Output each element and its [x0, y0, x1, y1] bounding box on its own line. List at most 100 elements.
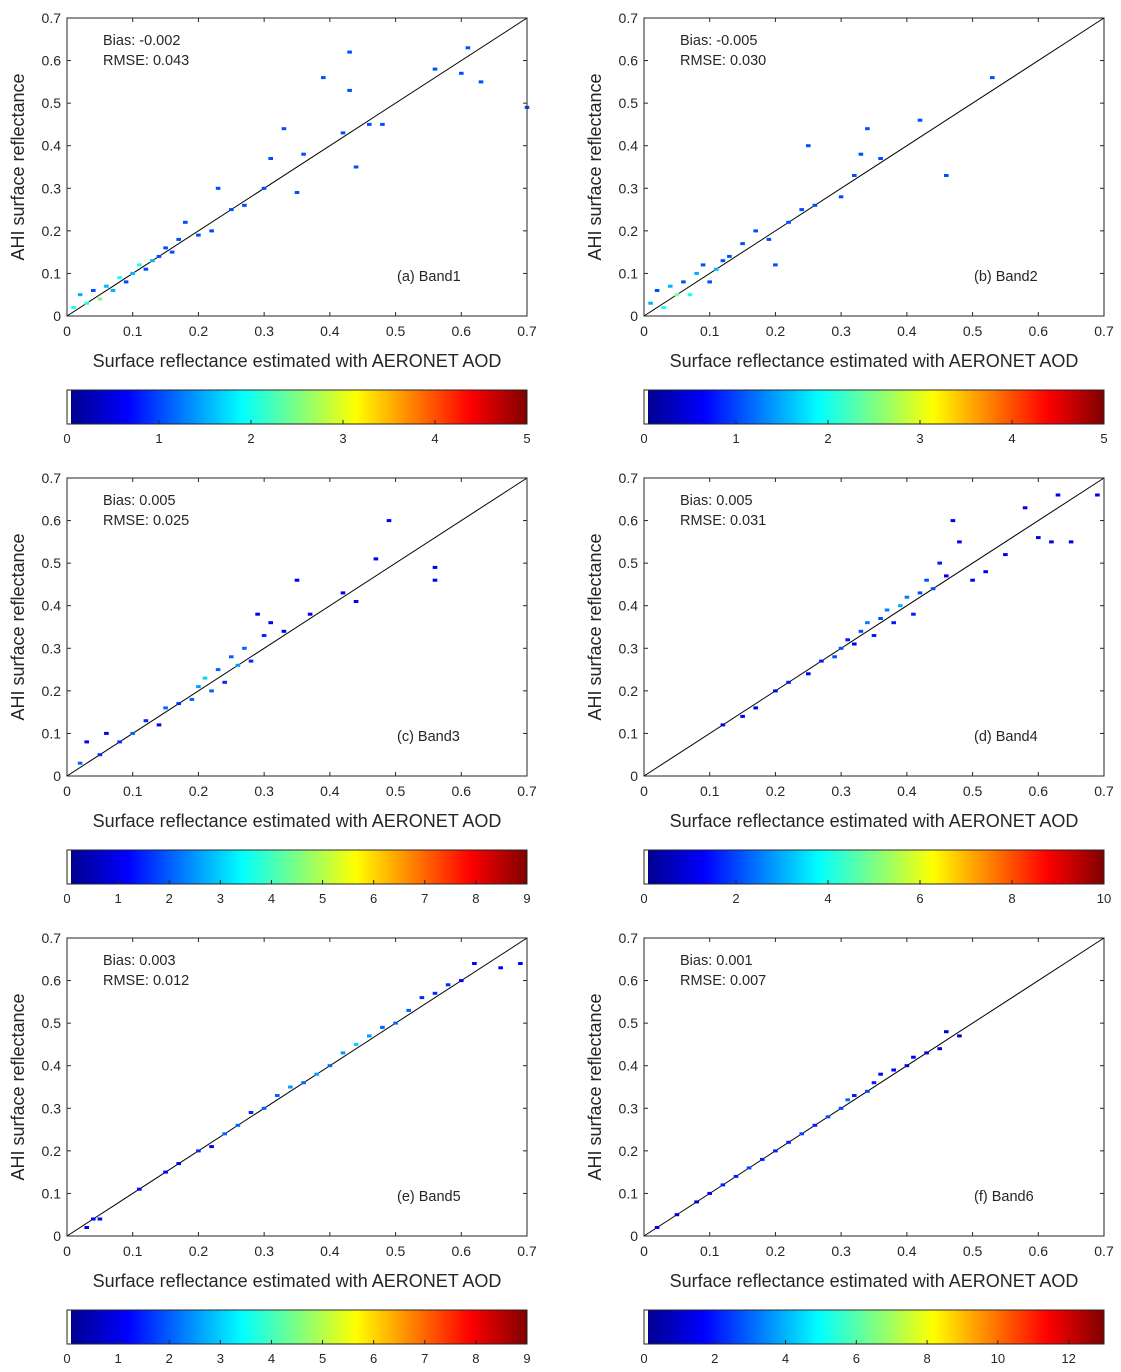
data-point: [898, 604, 903, 608]
data-point: [720, 1183, 726, 1187]
data-point: [944, 574, 949, 578]
data-point: [957, 1034, 962, 1038]
colorbar-tick-label: 9: [523, 1351, 530, 1366]
colorbar-frame: [66, 389, 528, 425]
data-point: [104, 731, 109, 735]
data-point: [1068, 540, 1074, 544]
colorbar-tick-label: 4: [824, 891, 831, 906]
colorbar-tick-label: 2: [711, 1351, 718, 1366]
data-point: [465, 46, 471, 50]
data-point: [746, 1166, 752, 1170]
y-tick-label: 0.5: [42, 555, 62, 571]
one-to-one-line: [66, 17, 528, 317]
rmse-text: RMSE: 0.007: [680, 973, 766, 989]
panel-a: 0 0.1 0.2 0.3 0.4 0.5 0.6 0.7 0 0.1 0.2 0.3 0.4 0.5 0.…: [8, 10, 537, 446]
data-point: [281, 127, 287, 131]
data-point: [924, 1051, 929, 1055]
data-point: [838, 1106, 844, 1110]
bias-text: Bias: 0.005: [680, 493, 753, 509]
data-point: [858, 152, 864, 156]
x-tick-label: 0.7: [1094, 783, 1114, 799]
x-tick-label: 0.7: [517, 783, 537, 799]
colorbar-gradient: [71, 850, 527, 884]
colorbar-tick-label: 12: [1061, 1351, 1075, 1366]
data-point: [222, 1132, 227, 1136]
colorbar-tick-label: 0: [640, 431, 647, 446]
data-point: [498, 966, 503, 970]
data-point: [393, 1021, 398, 1025]
y-tick-label: 0.1: [619, 1185, 639, 1201]
data-point: [196, 233, 201, 237]
data-point: [156, 723, 162, 727]
data-point: [163, 1170, 168, 1174]
data-point: [222, 680, 227, 684]
data-point: [878, 617, 883, 620]
x-tick-label: 0.4: [320, 783, 340, 799]
y-tick-label: 0.4: [619, 138, 639, 154]
y-axis-label: AHI surface reflectance: [8, 73, 28, 260]
rmse-text: RMSE: 0.030: [680, 53, 766, 69]
data-point: [294, 578, 300, 582]
data-point: [944, 174, 949, 177]
y-tick-label: 0.3: [619, 180, 639, 196]
y-axis-label: AHI surface reflectance: [8, 993, 28, 1180]
one-to-one-line: [643, 17, 1105, 317]
y-tick-label: 0: [630, 1228, 638, 1244]
colorbar-tick-label: 3: [217, 1351, 224, 1366]
y-tick-label: 0: [53, 308, 61, 324]
data-point: [261, 1106, 267, 1110]
colorbar-tick-label: 0: [63, 1351, 70, 1366]
data-point: [786, 680, 791, 684]
colorbar-tick-label: 2: [166, 891, 173, 906]
data-point: [878, 1072, 883, 1076]
data-point: [91, 1217, 96, 1221]
colorbar-tick-label: 6: [370, 891, 377, 906]
data-point: [123, 280, 129, 284]
data-point: [432, 67, 438, 71]
data-point: [77, 761, 83, 765]
colorbar-tick-label: 6: [853, 1351, 860, 1366]
y-tick-label: 0.4: [42, 138, 62, 154]
data-point: [865, 127, 870, 131]
data-point: [130, 271, 135, 275]
data-point: [760, 1157, 765, 1161]
data-point: [773, 263, 778, 267]
axes-frame: [643, 937, 1105, 1237]
data-point: [156, 254, 162, 258]
x-tick-label: 0.3: [254, 1243, 274, 1259]
data-point: [668, 284, 673, 288]
x-tick-label: 0.5: [963, 323, 983, 339]
colorbar-low-segment: [67, 850, 71, 884]
data-point: [694, 1200, 699, 1204]
colorbar-tick-label: 9: [523, 891, 530, 906]
data-point: [871, 634, 877, 637]
colorbar-tick-label: 5: [319, 1351, 326, 1366]
x-tick-label: 0: [63, 1243, 71, 1259]
data-point: [865, 621, 870, 625]
panel-d: 0 0.1 0.2 0.3 0.4 0.5 0.6 0.7 0 0.1 0.2 0.3 0.4 0.5 0.…: [585, 470, 1114, 906]
y-tick-label: 0: [630, 768, 638, 784]
panel-c: 0 0.1 0.2 0.3 0.4 0.5 0.6 0.7 0 0.1 0.2 0.3 0.4 0.5 0.…: [8, 470, 537, 906]
x-tick-label: 0.2: [189, 323, 209, 339]
data-point: [930, 587, 936, 591]
data-point: [674, 293, 680, 297]
x-tick-label: 0.2: [766, 323, 786, 339]
data-point: [445, 983, 451, 987]
y-tick-label: 0.7: [619, 10, 639, 26]
data-point: [832, 655, 837, 659]
data-point: [1022, 506, 1028, 510]
x-tick-label: 0.2: [766, 783, 786, 799]
colorbar-frame: [643, 389, 1105, 425]
data-point: [806, 144, 811, 148]
data-point: [983, 570, 988, 574]
data-point: [740, 714, 745, 718]
x-axis-label: Surface reflectance estimated with AERON…: [93, 351, 502, 371]
data-point: [786, 220, 791, 224]
data-point: [163, 706, 168, 710]
colorbar-gradient: [648, 850, 1104, 884]
data-point: [852, 174, 857, 177]
data-point: [367, 1034, 372, 1038]
band-label: (d) Band4: [974, 729, 1038, 745]
x-tick-label: 0.2: [766, 1243, 786, 1259]
x-tick-label: 0.6: [1029, 783, 1049, 799]
